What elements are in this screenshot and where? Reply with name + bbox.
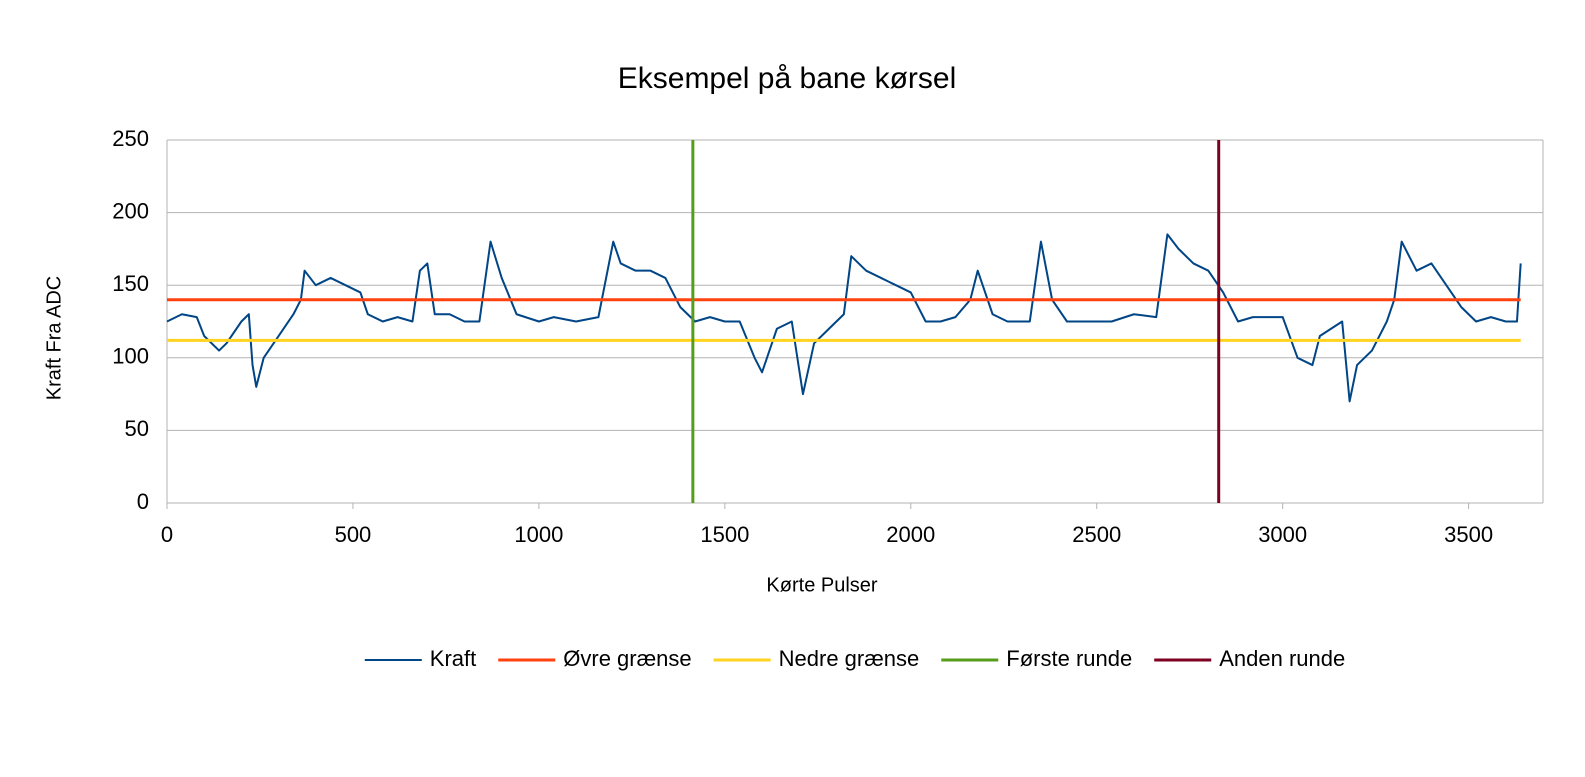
chart-title: Eksempel på bane kørsel [618, 62, 957, 95]
legend-label: Kraft [430, 646, 476, 671]
y-tick-label: 200 [112, 198, 149, 223]
legend-label: Første runde [1006, 646, 1132, 671]
x-tick-label: 3000 [1258, 522, 1307, 547]
y-tick-label: 150 [112, 271, 149, 296]
series-line [166, 233, 1522, 403]
y-tick-label: 50 [125, 416, 149, 441]
x-tick-label: 1500 [700, 522, 749, 547]
y-tick-label: 250 [112, 126, 149, 151]
x-axis-title: Kørte Pulser [766, 574, 877, 596]
y-tick-label: 0 [137, 489, 149, 514]
legend-label: Nedre grænse [779, 646, 920, 671]
y-axis-title: Kraft Fra ADC [43, 276, 65, 400]
x-tick-label: 500 [335, 522, 372, 547]
y-tick-label: 100 [112, 344, 149, 369]
x-tick-label: 2000 [886, 522, 935, 547]
x-tick-label: 3500 [1444, 522, 1493, 547]
x-tick-label: 0 [161, 522, 173, 547]
x-tick-label: 1000 [514, 522, 563, 547]
legend-label: Øvre grænse [563, 646, 691, 671]
legend-label: Anden runde [1219, 646, 1345, 671]
x-tick-label: 2500 [1072, 522, 1121, 547]
